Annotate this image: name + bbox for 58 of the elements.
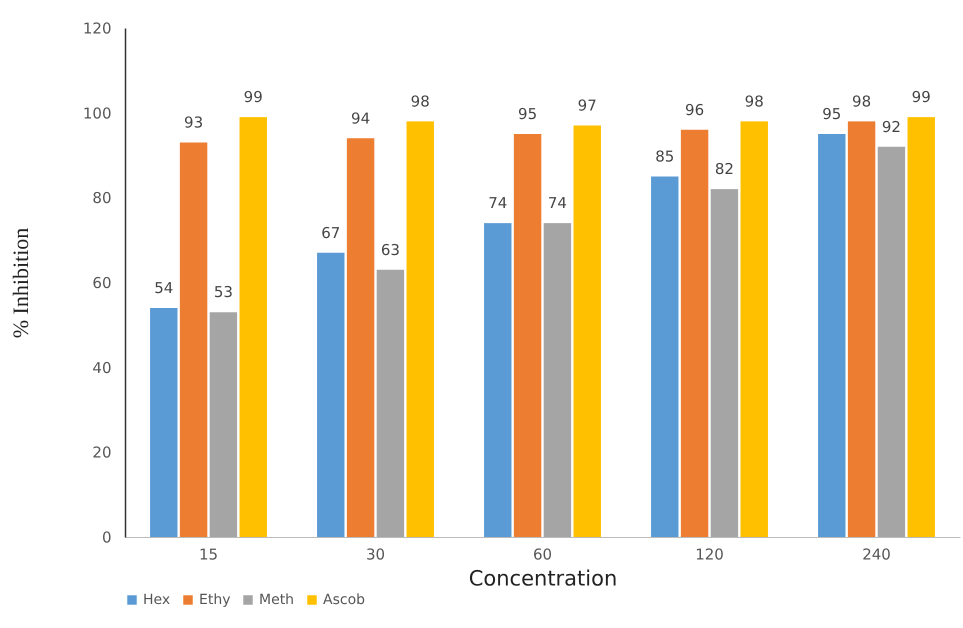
data-label: 99 [912, 88, 931, 106]
data-label: 54 [154, 278, 174, 297]
y-axis-title: % Inhibition [8, 228, 33, 338]
bar [406, 121, 434, 537]
data-label: 82 [714, 160, 734, 178]
bar [210, 312, 238, 537]
data-label: 99 [244, 88, 263, 106]
data-label: 94 [351, 109, 370, 128]
legend-label: Ascob [323, 592, 366, 608]
data-label: 98 [410, 92, 430, 110]
y-tick-label: 0 [102, 528, 112, 546]
bar [484, 223, 512, 537]
data-label: 95 [518, 105, 538, 124]
bar [544, 223, 572, 537]
bar [710, 189, 738, 537]
data-label: 53 [214, 283, 233, 302]
data-label: 96 [685, 100, 704, 119]
data-label: 92 [882, 118, 901, 136]
bar [680, 130, 708, 537]
data-label: 98 [852, 92, 872, 110]
data-label: 63 [380, 240, 400, 259]
bar [740, 121, 768, 537]
legend-label: Hex [143, 592, 170, 608]
y-tick-label: 80 [92, 189, 112, 208]
bar [180, 142, 208, 537]
x-axis-title: Concentration [468, 566, 618, 590]
bar [818, 134, 846, 537]
y-tick-label: 40 [92, 358, 112, 377]
bar [240, 117, 267, 537]
bar [317, 252, 344, 537]
y-tick-label: 20 [92, 444, 112, 462]
bar [908, 117, 935, 537]
data-label: 97 [578, 96, 597, 115]
bar [150, 308, 178, 537]
legend-label: Ethy [199, 592, 230, 608]
y-tick-label: 100 [82, 104, 112, 122]
data-label: 98 [744, 92, 764, 110]
bar [346, 138, 374, 537]
data-label: 85 [655, 147, 674, 166]
x-tick-label: 120 [695, 546, 724, 564]
bar [514, 134, 542, 537]
bar [376, 270, 404, 537]
x-tick-label: 60 [532, 546, 552, 564]
bar [574, 126, 601, 537]
bar [878, 146, 906, 537]
x-tick-label: 15 [198, 546, 218, 564]
data-label: 74 [548, 194, 567, 212]
y-tick-label: 60 [92, 274, 112, 292]
data-label: 74 [488, 194, 508, 212]
bar [848, 121, 876, 537]
x-tick-label: 30 [366, 546, 386, 564]
legend-label: Meth [259, 592, 294, 608]
x-tick-label: 240 [862, 546, 891, 564]
bar [651, 176, 678, 537]
data-label: 95 [822, 105, 842, 124]
y-tick-label: 120 [82, 20, 112, 38]
data-label: 67 [321, 224, 340, 242]
data-label: 93 [184, 114, 204, 132]
